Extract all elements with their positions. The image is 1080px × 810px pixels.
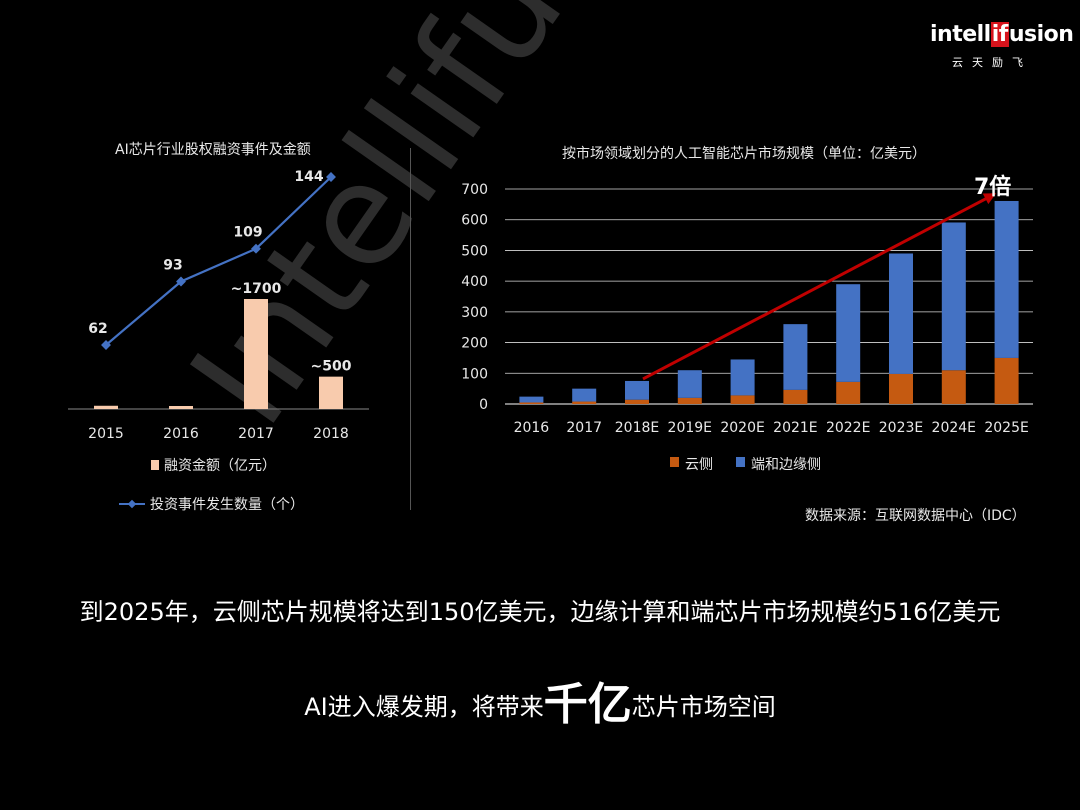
edge-bar <box>572 388 597 402</box>
right-y-tick-label: 100 <box>461 366 488 382</box>
cloud-bar <box>625 399 649 404</box>
data-source: 数据来源：互联网数据中心（IDC） <box>805 508 1026 524</box>
trend-arrow-head <box>982 193 997 205</box>
right-x-tick-label: 2016 <box>514 420 550 436</box>
caption-highlight: 千亿 <box>543 679 632 730</box>
event-count-label: 109 <box>233 225 262 241</box>
edge-bar <box>783 324 808 390</box>
edge-bar <box>836 284 861 382</box>
logo-word-part-red: if <box>990 22 1009 47</box>
cloud-bar <box>783 389 808 404</box>
trend-arrow-line <box>642 193 994 381</box>
edge-bar <box>677 370 702 398</box>
left-x-tick-label: 2017 <box>238 426 274 442</box>
cloud-bar <box>889 373 913 404</box>
trend-annotation: 7倍 <box>974 174 1011 200</box>
logo-word-part: intell <box>930 22 991 47</box>
chart-divider <box>410 148 411 510</box>
caption-pre: AI进入爆发期，将带来 <box>304 693 544 721</box>
funding-bar-label: ~500 <box>311 359 352 375</box>
event-count-point <box>326 172 336 182</box>
right-x-tick-label: 2024E <box>932 420 976 436</box>
left-x-tick-label: 2018 <box>313 426 349 442</box>
event-count-point <box>176 276 186 287</box>
event-count-label: 93 <box>163 257 182 273</box>
edge-bar <box>519 396 544 403</box>
right-chart-title: 按市场领域划分的人工智能芯片市场规模（单位：亿美元） <box>562 146 926 162</box>
edge-bar <box>994 200 1019 358</box>
caption-post: 芯片市场空间 <box>631 693 776 721</box>
legend-swatch-funding <box>151 460 159 470</box>
caption-line-1: 到2025年，云侧芯片规模将达到150亿美元，边缘计算和端芯片市场规模约516亿… <box>79 598 1001 626</box>
event-count-point <box>251 243 261 254</box>
right-x-tick-label: 2023E <box>879 420 923 436</box>
cloud-bar <box>572 401 597 404</box>
cloud-bar <box>994 357 1019 404</box>
right-x-tick-label: 2018E <box>615 420 659 436</box>
right-x-tick-label: 2022E <box>826 420 870 436</box>
right-y-tick-label: 500 <box>461 243 488 259</box>
right-y-tick-label: 300 <box>461 305 488 321</box>
legend-label-edge: 端和边缘侧 <box>751 457 821 473</box>
right-x-tick-label: 2021E <box>773 420 817 436</box>
legend-label-cloud: 云侧 <box>685 457 713 473</box>
left-x-tick-label: 2016 <box>163 426 199 442</box>
funding-bar-label: ~1700 <box>231 281 282 297</box>
cloud-bar <box>677 397 702 404</box>
cloud-bar <box>836 381 861 404</box>
edge-bar <box>730 359 755 396</box>
right-y-tick-label: 700 <box>461 182 488 198</box>
right-chart: 0 100 200 300 400 500 600 700 2016 2017 2018E 2019E… <box>461 174 1033 473</box>
event-count-line <box>105 176 332 346</box>
event-count-label: 62 <box>88 321 107 337</box>
legend-swatch-edge <box>736 457 745 467</box>
logo-subtitle: 云天励飞 <box>952 56 1032 69</box>
right-x-tick-label: 2019E <box>668 420 712 436</box>
legend-marker-events <box>127 499 137 509</box>
right-x-tick-label: 2017 <box>566 420 602 436</box>
funding-bar <box>169 406 193 409</box>
right-y-tick-label: 400 <box>461 274 488 290</box>
right-x-tick-label: 2020E <box>720 420 764 436</box>
funding-bar <box>244 299 268 409</box>
cloud-bar <box>519 402 544 404</box>
funding-bar <box>94 405 118 409</box>
edge-bar <box>889 253 913 374</box>
cloud-bar <box>941 370 966 404</box>
caption-line-2: AI进入爆发期，将带来千亿芯片市场空间 <box>0 668 1080 732</box>
edge-bar <box>625 380 649 400</box>
legend-label-events: 投资事件发生数量（个） <box>150 497 304 513</box>
legend-label-funding: 融资金额（亿元） <box>164 458 276 474</box>
right-y-tick-label: 0 <box>479 397 488 413</box>
logo-word-part: usion <box>1008 22 1074 47</box>
intellifusion-logo: intellifusion 云天励飞 <box>930 22 1074 72</box>
funding-bar <box>319 376 343 409</box>
legend-swatch-cloud <box>670 457 679 467</box>
right-x-tick-label: 2025E <box>984 420 1028 436</box>
left-chart-title: AI芯片行业股权融资事件及金额 <box>115 142 311 158</box>
cloud-bar <box>730 395 755 404</box>
edge-bar <box>941 222 966 371</box>
event-count-label: 144 <box>294 169 323 185</box>
left-chart: ~1700 ~500 62 93 109 144 2015 2016 2017 2018 融资金额（… <box>68 169 369 513</box>
right-y-tick-label: 600 <box>461 213 488 229</box>
logo-wordmark: intellifusion <box>930 22 1074 47</box>
left-x-tick-label: 2015 <box>88 426 124 442</box>
right-y-tick-label: 200 <box>461 336 488 352</box>
